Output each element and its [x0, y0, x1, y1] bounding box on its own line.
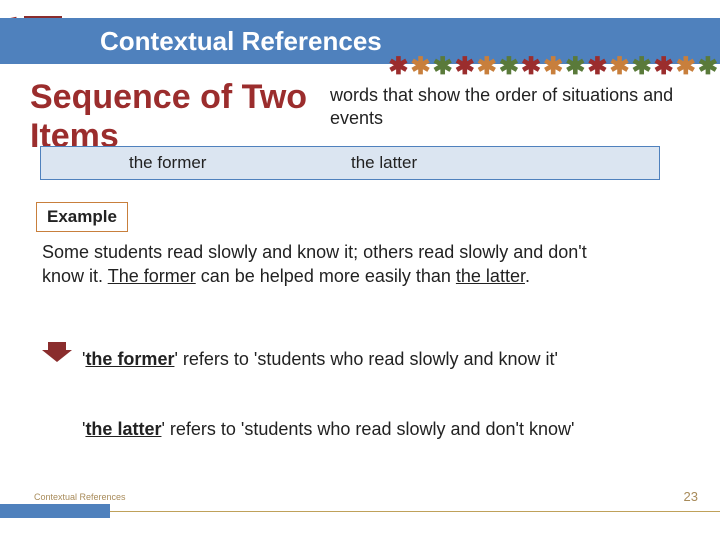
term-latter: the latter: [351, 153, 417, 173]
reference-latter: 'the latter' refers to 'students who rea…: [82, 418, 622, 441]
page-title: Contextual References: [100, 26, 382, 57]
example-badge: Example: [36, 202, 128, 232]
footer-label: Contextual References: [34, 492, 126, 502]
footer-bar: [0, 504, 110, 518]
arrow-down-icon: [42, 340, 72, 364]
term-former: the former: [129, 153, 206, 173]
reference-former: 'the former' refers to 'students who rea…: [82, 348, 622, 371]
section-heading: Sequence of Two Items: [30, 78, 307, 156]
section-heading-line1: Sequence of Two: [30, 78, 307, 117]
page-number: 23: [684, 489, 698, 504]
example-text: Some students read slowly and know it; o…: [42, 240, 602, 289]
decorative-asterisks: ✱✱✱✱✱✱✱✱✱✱✱✱✱✱✱: [388, 52, 720, 81]
terms-box: the former the latter: [40, 146, 660, 180]
section-description: words that show the order of situations …: [330, 84, 690, 129]
